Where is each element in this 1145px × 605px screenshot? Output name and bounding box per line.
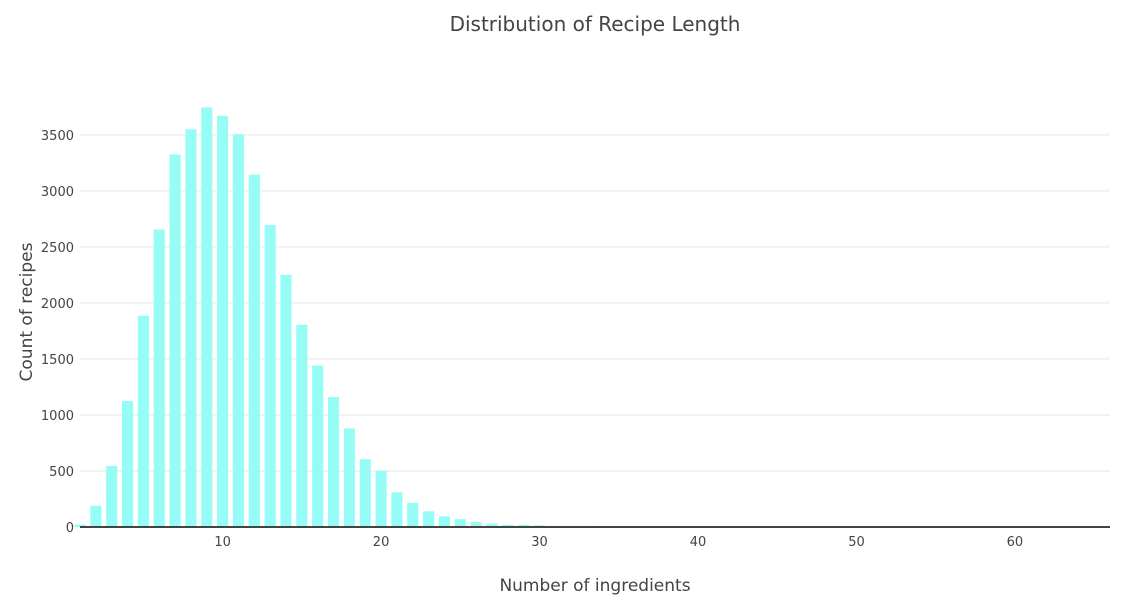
x-axis-label: Number of ingredients xyxy=(499,576,691,596)
x-tick-label: 30 xyxy=(531,535,548,550)
bar xyxy=(90,505,102,527)
bar xyxy=(518,524,530,527)
bar xyxy=(280,274,292,527)
bar xyxy=(343,428,355,527)
y-tick-label: 1000 xyxy=(41,409,74,424)
bar xyxy=(375,470,387,527)
bar xyxy=(232,134,245,527)
x-tick-label: 10 xyxy=(214,535,231,550)
bar xyxy=(153,229,165,527)
bar xyxy=(327,397,340,527)
x-tick-label: 20 xyxy=(373,535,390,550)
bar xyxy=(454,519,466,527)
y-tick-label: 1500 xyxy=(41,353,74,368)
y-tick-label: 2000 xyxy=(41,297,74,312)
bar xyxy=(74,524,86,527)
bar xyxy=(248,174,260,527)
bar xyxy=(359,459,371,527)
bar xyxy=(185,129,197,527)
bar xyxy=(312,365,324,527)
y-axis-label: Count of recipes xyxy=(17,242,37,382)
y-tick-label: 3000 xyxy=(41,185,74,200)
x-tick-label: 50 xyxy=(848,535,865,550)
bar xyxy=(423,511,435,527)
bar xyxy=(296,324,308,527)
bar xyxy=(502,524,514,527)
y-tick-label: 3500 xyxy=(41,129,74,144)
bar xyxy=(169,154,181,527)
chart-title: Distribution of Recipe Length xyxy=(449,12,741,36)
bar xyxy=(470,521,482,527)
y-tick-label: 2500 xyxy=(41,241,74,256)
bar xyxy=(121,400,134,527)
y-tick-label: 500 xyxy=(49,465,74,480)
y-tick-label: 0 xyxy=(66,521,74,536)
bar xyxy=(106,465,118,527)
bar xyxy=(486,523,498,527)
bar xyxy=(391,492,403,527)
bar xyxy=(201,107,213,527)
bar xyxy=(137,315,149,527)
x-tick-label: 60 xyxy=(1007,535,1024,550)
x-tick-label: 40 xyxy=(690,535,707,550)
bar xyxy=(217,115,229,528)
bar xyxy=(407,502,419,527)
bar xyxy=(264,225,276,527)
bar xyxy=(438,516,451,527)
